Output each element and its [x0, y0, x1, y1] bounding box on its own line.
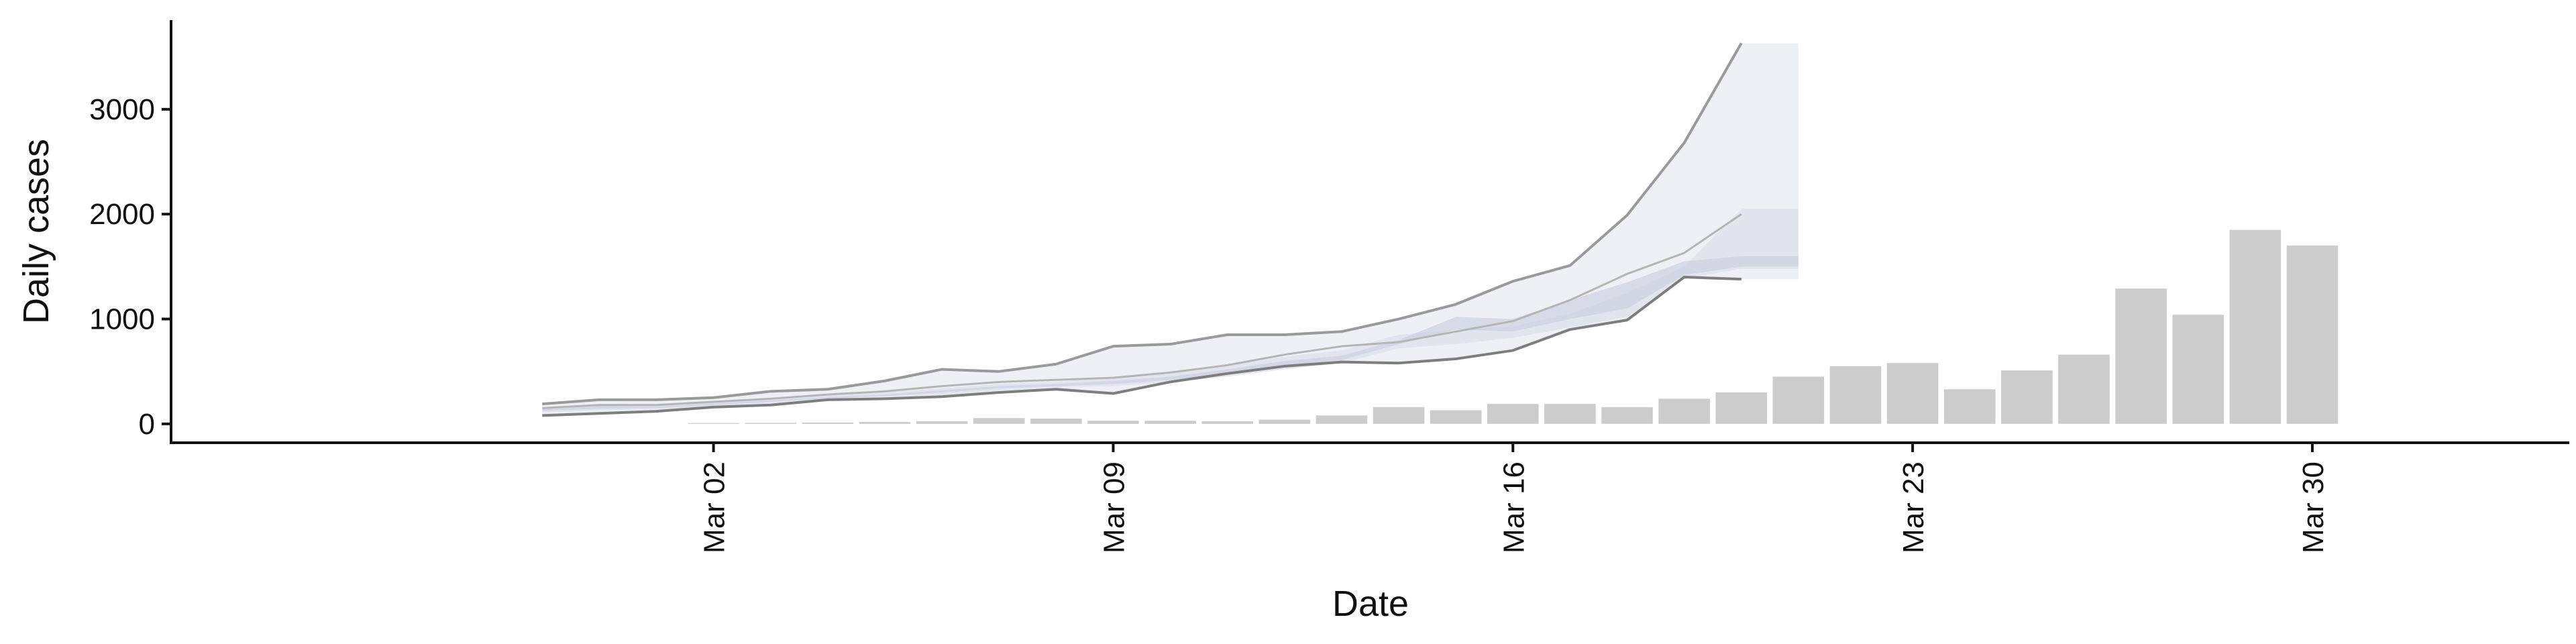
- bar-mar-03: [745, 423, 797, 424]
- x-tick-label: Mar 23: [1897, 462, 1930, 553]
- bar-mar-12: [1258, 419, 1311, 424]
- line-lower: [542, 276, 1741, 417]
- band-inner: [542, 256, 1799, 411]
- bar-mar-11: [1201, 421, 1254, 424]
- bar-mar-28: [2172, 315, 2224, 424]
- x-ticks: Mar 02 Mar 09 Mar 16 Mar 23 Mar 30: [698, 443, 2330, 553]
- line-mid: [542, 213, 1742, 409]
- y-ticks: 0 1000 2000 3000: [89, 93, 171, 441]
- bar-mar-20: [1715, 392, 1768, 424]
- bar-mar-22: [1829, 366, 1882, 424]
- bar-mar-19: [1658, 398, 1710, 424]
- bar-mar-04: [802, 422, 854, 424]
- x-axis-title: Date: [1332, 584, 1409, 624]
- x-tick-label: Mar 09: [1097, 462, 1130, 553]
- bar-mar-21: [1772, 376, 1825, 424]
- projection-lines: [542, 42, 1743, 417]
- bar-mar-08: [1030, 419, 1082, 424]
- bar-mar-29: [2229, 229, 2282, 424]
- x-tick-label: Mar 30: [2297, 462, 2330, 553]
- bar-mar-26: [2058, 354, 2110, 424]
- axes: [170, 20, 2569, 444]
- projection-bands: [542, 43, 1799, 416]
- bar-mar-30: [2286, 246, 2339, 424]
- y-tick-label: 2000: [89, 198, 155, 231]
- bar-mar-07: [973, 418, 1025, 424]
- bar-mar-02: [688, 423, 739, 424]
- bar-mar-15: [1430, 410, 1482, 424]
- y-axis-title: Daily cases: [16, 139, 56, 324]
- bar-mar-14: [1373, 407, 1425, 424]
- bar-mar-13: [1316, 415, 1368, 424]
- bar-mar-27: [2115, 288, 2167, 424]
- bar-mar-06: [916, 421, 968, 424]
- bar-mar-18: [1601, 407, 1653, 424]
- line-upper: [542, 42, 1743, 406]
- y-tick-label: 0: [139, 408, 155, 441]
- y-tick-label: 1000: [89, 303, 155, 336]
- bar-mar-16: [1487, 404, 1539, 424]
- bar-mar-24: [1943, 389, 1996, 424]
- bar-mar-23: [1886, 363, 1939, 424]
- y-tick-label: 3000: [89, 93, 155, 126]
- bar-mar-10: [1144, 421, 1196, 424]
- bar-mar-17: [1544, 404, 1596, 424]
- bar-mar-09: [1087, 421, 1139, 424]
- x-tick-label: Mar 02: [698, 462, 731, 553]
- bar-mar-05: [859, 422, 911, 424]
- observed-bars: [688, 229, 2339, 424]
- bar-mar-25: [2001, 370, 2053, 424]
- x-tick-label: Mar 16: [1497, 462, 1530, 553]
